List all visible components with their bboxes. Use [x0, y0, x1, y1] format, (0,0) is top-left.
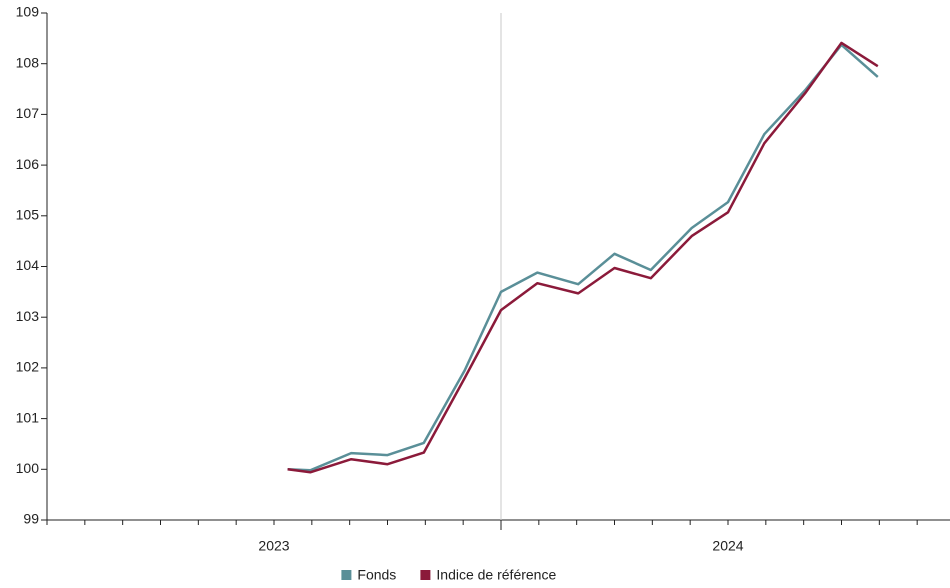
y-tick-label: 102	[16, 359, 40, 375]
y-tick-label: 109	[16, 4, 40, 20]
legend-label: Fonds	[357, 567, 396, 583]
y-tick-label: 105	[16, 207, 40, 223]
legend-swatch	[341, 570, 352, 580]
y-tick-label: 106	[16, 156, 40, 172]
y-tick-label: 104	[16, 257, 40, 273]
legend-label: Indice de référence	[436, 567, 556, 583]
y-tick-label: 107	[16, 105, 40, 121]
y-tick-label: 99	[23, 511, 39, 527]
series-line	[287, 41, 879, 474]
y-tick-label: 100	[16, 460, 40, 476]
x-tick-label: 2024	[712, 538, 743, 554]
y-tick-label: 103	[16, 308, 40, 324]
series-line	[287, 43, 879, 472]
legend-swatch	[420, 570, 431, 580]
y-tick-label: 101	[16, 409, 40, 425]
x-tick-label: 2023	[258, 538, 289, 554]
y-tick-label: 108	[16, 54, 40, 70]
